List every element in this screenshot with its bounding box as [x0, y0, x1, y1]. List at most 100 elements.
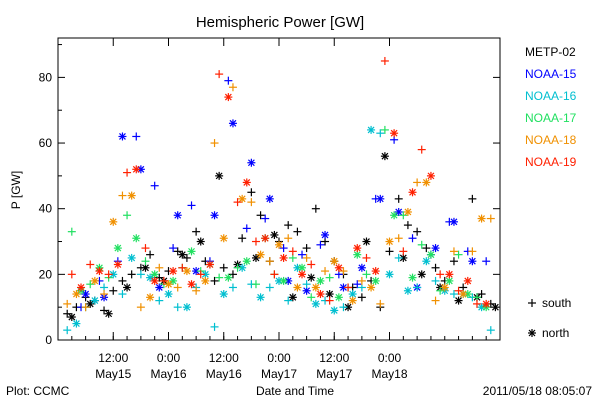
point-metp-02-south: [468, 194, 477, 203]
y-axis-label: P [GW]: [9, 171, 23, 209]
point-noaa-15-north: [228, 119, 237, 128]
point-noaa-19-south: [399, 247, 408, 256]
point-noaa-18-north: [146, 293, 155, 302]
legend-marker-label: south: [542, 296, 571, 310]
point-noaa-18-north: [348, 296, 357, 305]
point-metp-02-south: [109, 286, 118, 295]
point-noaa-18-south: [247, 198, 256, 207]
point-noaa-16-north: [385, 270, 394, 279]
point-metp-02-south: [256, 211, 265, 220]
point-metp-02-north: [270, 230, 279, 239]
point-metp-02-north: [362, 237, 371, 246]
point-noaa-17-south: [215, 273, 224, 282]
point-noaa-16-south: [302, 280, 311, 289]
point-noaa-17-north: [224, 273, 233, 282]
point-noaa-15-north: [265, 194, 274, 203]
point-noaa-15-south: [298, 250, 307, 259]
point-noaa-18-south: [486, 214, 495, 223]
point-metp-02-south: [431, 263, 440, 272]
point-noaa-19-north: [371, 267, 380, 276]
point-noaa-18-north: [238, 194, 247, 203]
point-noaa-15-south: [408, 234, 417, 243]
point-noaa-16-north: [256, 293, 265, 302]
point-noaa-19-north: [205, 260, 214, 269]
x-tick-label-date: May16: [206, 367, 242, 381]
point-metp-02-south: [173, 247, 182, 256]
point-noaa-17-south: [380, 125, 389, 134]
point-metp-02-north: [344, 303, 353, 312]
point-noaa-17-north: [408, 273, 417, 282]
point-noaa-18-north: [127, 191, 136, 200]
point-metp-02-south: [422, 244, 431, 253]
point-metp-02-south: [118, 276, 127, 285]
point-noaa-18-north: [164, 280, 173, 289]
x-tick-label-time: 0:00: [267, 351, 291, 365]
point-noaa-18-south: [173, 283, 182, 292]
point-noaa-19-south: [270, 270, 279, 279]
point-noaa-18-north: [72, 290, 81, 299]
point-noaa-19-north: [224, 93, 233, 102]
point-noaa-18-north: [477, 214, 486, 223]
point-noaa-15-north: [321, 230, 330, 239]
point-noaa-18-north: [219, 234, 228, 243]
point-metp-02-north: [123, 283, 132, 292]
point-metp-02-south: [182, 253, 191, 262]
point-noaa-18-south: [265, 257, 274, 266]
point-metp-02-north: [251, 253, 260, 262]
point-noaa-18-south: [284, 234, 293, 243]
point-noaa-16-south: [376, 129, 385, 138]
point-noaa-18-south: [357, 276, 366, 285]
x-tick-label-date: May16: [150, 367, 186, 381]
plot-timestamp: 2011/05/18 08:05:07: [483, 384, 593, 398]
point-noaa-17-north: [132, 234, 141, 243]
point-noaa-15-north: [431, 244, 440, 253]
point-metp-02-south: [219, 263, 228, 272]
point-noaa-19-south: [104, 270, 113, 279]
point-noaa-18-south: [155, 263, 164, 272]
legend-item-noaa-16: NOAA-16: [525, 89, 577, 103]
x-tick-label-date: May17: [261, 367, 297, 381]
point-metp-02-north: [417, 270, 426, 279]
point-noaa-16-south: [155, 296, 164, 305]
point-noaa-19-north: [463, 276, 472, 285]
point-noaa-16-north: [182, 303, 191, 312]
point-noaa-18-south: [100, 290, 109, 299]
point-noaa-19-north: [482, 299, 491, 308]
point-noaa-15-north: [247, 158, 256, 167]
x-tick-label-time: 12:00: [209, 351, 239, 365]
point-noaa-17-south: [141, 257, 150, 266]
point-noaa-19-north: [150, 276, 159, 285]
point-metp-02-north: [491, 303, 500, 312]
point-noaa-16-south: [173, 303, 182, 312]
point-metp-02-south: [210, 276, 219, 285]
point-noaa-17-south: [86, 280, 95, 289]
point-noaa-15-south: [353, 280, 362, 289]
point-noaa-17-south: [362, 270, 371, 279]
point-noaa-15-south: [224, 76, 233, 85]
point-noaa-17-north: [334, 293, 343, 302]
point-noaa-15-north: [155, 283, 164, 292]
point-noaa-16-south: [284, 296, 293, 305]
point-metp-02-north: [325, 290, 334, 299]
legend-item-noaa-17: NOAA-17: [525, 111, 577, 125]
point-noaa-19-north: [242, 178, 251, 187]
point-noaa-19-north: [353, 244, 362, 253]
data-points: [63, 56, 500, 335]
point-noaa-18-south: [468, 247, 477, 256]
point-noaa-19-north: [77, 283, 86, 292]
point-noaa-18-north: [293, 283, 302, 292]
point-noaa-16-south: [210, 322, 219, 331]
point-noaa-16-north: [422, 257, 431, 266]
point-noaa-19-south: [362, 253, 371, 262]
legend-marker-south: [528, 299, 536, 307]
point-noaa-19-north: [390, 129, 399, 138]
point-noaa-19-south: [196, 270, 205, 279]
point-metp-02-south: [449, 257, 458, 266]
y-tick-label: 80: [39, 70, 53, 84]
point-noaa-19-north: [132, 165, 141, 174]
point-noaa-18-north: [330, 257, 339, 266]
point-noaa-17-south: [436, 286, 445, 295]
point-noaa-18-north: [440, 283, 449, 292]
point-noaa-15-north: [449, 217, 458, 226]
point-metp-02-south: [63, 309, 72, 318]
